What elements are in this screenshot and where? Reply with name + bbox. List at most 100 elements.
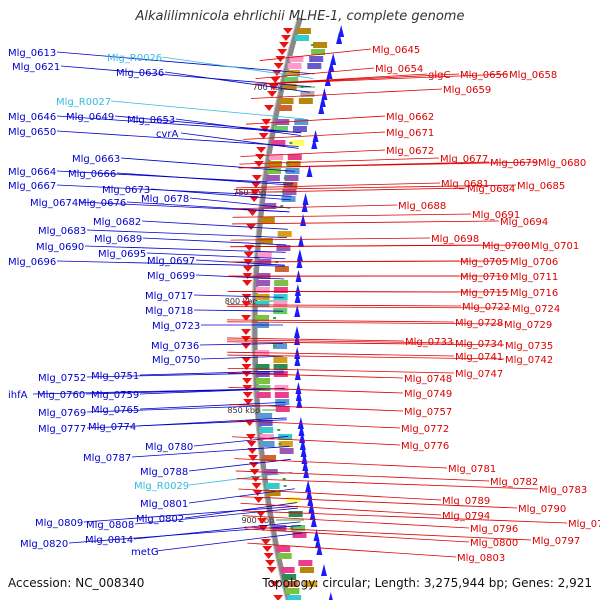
gene-label-right: Mlg_0656 bbox=[460, 70, 508, 81]
gene-arrow-reverse bbox=[305, 480, 311, 492]
gene-label-right: Mlg_0722 bbox=[462, 302, 510, 313]
gene-label-left: Mlg_0649 bbox=[66, 112, 114, 123]
gene-label-right: Mlg_0782 bbox=[490, 477, 538, 488]
feature-block bbox=[299, 98, 313, 104]
feature-block bbox=[297, 28, 311, 34]
label-connector bbox=[235, 188, 466, 193]
feature-block bbox=[281, 567, 295, 573]
gene-label-left: Mlg_0787 bbox=[83, 453, 131, 464]
feature-block bbox=[258, 252, 272, 258]
gene-arrow-forward bbox=[273, 595, 283, 600]
feature-block bbox=[288, 154, 302, 160]
gene-label-left: Mlg_R0027 bbox=[56, 97, 111, 108]
gene-label-left: Mlg_0674 bbox=[30, 198, 78, 209]
feature-block bbox=[274, 280, 288, 286]
feature-mark bbox=[273, 317, 276, 319]
feature-block bbox=[259, 238, 273, 244]
feature-mark bbox=[284, 485, 287, 487]
gene-arrow-forward bbox=[241, 329, 251, 335]
gene-arrow-forward bbox=[281, 35, 291, 41]
gene-label-left: cvrA bbox=[156, 129, 179, 140]
gene-label-left: Mlg_0697 bbox=[147, 256, 195, 267]
gene-label-right: Mlg_0729 bbox=[504, 320, 552, 331]
gene-label-right: Mlg_0749 bbox=[404, 389, 452, 400]
feature-block bbox=[259, 427, 273, 433]
feature-block bbox=[266, 175, 280, 181]
gene-label-right: Mlg_0659 bbox=[443, 85, 491, 96]
gene-arrow-forward bbox=[264, 105, 274, 111]
gene-label-right: Mlg_0733 bbox=[405, 337, 453, 348]
feature-block bbox=[261, 217, 275, 223]
gene-label-right: Mlg_0748 bbox=[404, 374, 452, 385]
genome-summary-text: Topology: circular; Length: 3,275,944 bp… bbox=[262, 576, 592, 590]
gene-label-left: Mlg_0718 bbox=[145, 306, 193, 317]
label-connector bbox=[256, 68, 374, 79]
feature-block bbox=[280, 448, 294, 454]
gene-label-left: Mlg_0678 bbox=[141, 194, 189, 205]
gene-label-right: Mlg_0735 bbox=[505, 341, 553, 352]
tick-label: 850 kbp bbox=[227, 406, 260, 415]
gene-label-right: Mlg_0698 bbox=[431, 234, 479, 245]
gene-label-right: Mlg_0741 bbox=[455, 352, 503, 363]
map-title: Alkalilimnicola ehrlichii MLHE-1, comple… bbox=[0, 9, 600, 24]
gene-arrow-reverse bbox=[300, 214, 306, 226]
feature-block bbox=[287, 595, 301, 600]
gene-arrow-forward bbox=[265, 560, 275, 566]
feature-block bbox=[307, 63, 321, 69]
gene-label-left: Mlg_0667 bbox=[8, 181, 56, 192]
gene-label-left: Mlg_0774 bbox=[88, 422, 136, 433]
feature-mark bbox=[289, 142, 292, 144]
gene-label-right: Mlg_0716 bbox=[510, 288, 558, 299]
feature-block bbox=[294, 119, 308, 125]
gene-label-left: Mlg_0653 bbox=[127, 115, 175, 126]
gene-label-right: Mlg_0684 bbox=[467, 184, 515, 195]
gene-label-left: Mlg_0676 bbox=[78, 198, 126, 209]
gene-label-right: Mlg_0781 bbox=[448, 464, 496, 475]
gene-label-left: Mlg_0777 bbox=[38, 424, 86, 435]
gene-label-left: Mlg_0801 bbox=[140, 499, 188, 510]
gene-arrow-forward bbox=[283, 28, 293, 34]
gene-label-right: Mlg_0803 bbox=[457, 553, 505, 564]
feature-mark bbox=[273, 345, 276, 347]
gene-label-left: ihfA bbox=[8, 390, 28, 401]
label-connector bbox=[201, 356, 283, 359]
feature-mark bbox=[283, 478, 286, 480]
gene-arrow-forward bbox=[277, 49, 287, 55]
gene-label-right: Mlg_0710 bbox=[460, 272, 508, 283]
gene-label-left: Mlg_0666 bbox=[68, 169, 116, 180]
gene-label-left: Mlg_0682 bbox=[93, 217, 141, 228]
gene-label-left: Mlg_0723 bbox=[152, 321, 200, 332]
gene-arrow-forward bbox=[252, 175, 262, 181]
gene-label-left: Mlg_0736 bbox=[151, 341, 199, 352]
label-connector bbox=[57, 52, 314, 74]
gene-arrow-forward bbox=[267, 567, 277, 573]
gene-label-left: Mlg_0760 bbox=[37, 390, 85, 401]
gene-arrow-forward bbox=[279, 42, 289, 48]
gene-arrow-forward bbox=[248, 210, 258, 216]
gene-label-left: Mlg_0636 bbox=[116, 68, 164, 79]
label-connector bbox=[200, 343, 283, 345]
feature-block bbox=[273, 357, 287, 363]
feature-block bbox=[293, 126, 307, 132]
gene-label-left: Mlg_0751 bbox=[91, 371, 139, 382]
gene-label-left: Mlg_R0026 bbox=[107, 53, 162, 64]
gene-label-right: Mlg_0688 bbox=[398, 201, 446, 212]
feature-mark bbox=[279, 443, 282, 445]
gene-arrow-forward bbox=[262, 546, 272, 552]
gene-label-right: Mlg_0672 bbox=[386, 146, 434, 157]
feature-mark bbox=[290, 527, 293, 529]
feature-block bbox=[295, 35, 309, 41]
gene-label-right: Mlg_0705 bbox=[460, 257, 508, 268]
feature-block bbox=[300, 567, 314, 573]
feature-block bbox=[280, 98, 294, 104]
gene-label-left: Mlg_0663 bbox=[72, 154, 120, 165]
feature-block bbox=[258, 413, 272, 419]
gene-arrow-forward bbox=[274, 63, 284, 69]
feature-block bbox=[309, 56, 323, 62]
gene-label-right: Mlg_0680 bbox=[538, 158, 586, 169]
gene-label-right: Mlg_0700 bbox=[482, 241, 530, 252]
gene-label-right: Mlg_0792 bbox=[568, 519, 600, 530]
feature-block bbox=[255, 301, 269, 307]
gene-label-right: Mlg_0671 bbox=[386, 128, 434, 139]
gene-label-left: Mlg_0820 bbox=[20, 539, 68, 550]
